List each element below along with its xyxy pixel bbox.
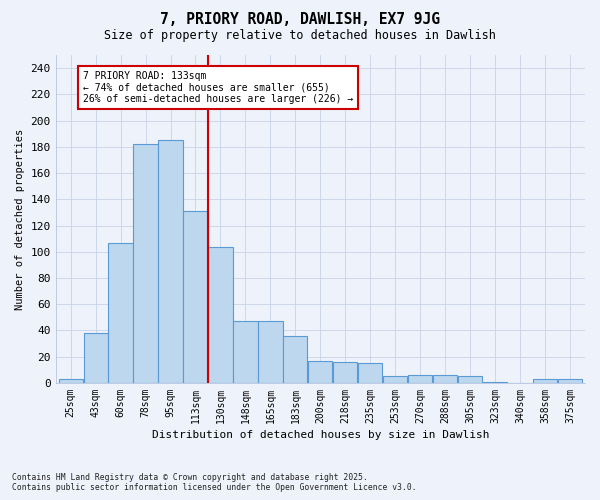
Bar <box>258 322 283 383</box>
Bar <box>383 376 407 383</box>
Bar <box>458 376 482 383</box>
Bar <box>483 382 507 383</box>
Bar <box>433 375 457 383</box>
Bar <box>533 379 557 383</box>
Bar <box>308 360 332 383</box>
X-axis label: Distribution of detached houses by size in Dawlish: Distribution of detached houses by size … <box>152 430 489 440</box>
Bar <box>83 333 108 383</box>
Y-axis label: Number of detached properties: Number of detached properties <box>15 128 25 310</box>
Text: 7 PRIORY ROAD: 133sqm
← 74% of detached houses are smaller (655)
26% of semi-det: 7 PRIORY ROAD: 133sqm ← 74% of detached … <box>83 70 353 104</box>
Bar <box>558 379 582 383</box>
Bar <box>358 364 382 383</box>
Bar <box>408 375 433 383</box>
Bar <box>283 336 307 383</box>
Bar <box>158 140 182 383</box>
Bar <box>333 362 358 383</box>
Bar <box>184 211 208 383</box>
Bar <box>208 246 233 383</box>
Text: 7, PRIORY ROAD, DAWLISH, EX7 9JG: 7, PRIORY ROAD, DAWLISH, EX7 9JG <box>160 12 440 28</box>
Bar <box>109 242 133 383</box>
Text: Size of property relative to detached houses in Dawlish: Size of property relative to detached ho… <box>104 29 496 42</box>
Text: Contains HM Land Registry data © Crown copyright and database right 2025.
Contai: Contains HM Land Registry data © Crown c… <box>12 473 416 492</box>
Bar <box>233 322 257 383</box>
Bar <box>59 379 83 383</box>
Bar <box>133 144 158 383</box>
